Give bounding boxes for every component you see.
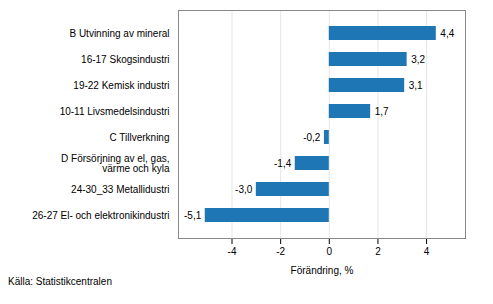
svg-text:-4: -4	[228, 246, 237, 257]
svg-text:3,1: 3,1	[409, 80, 423, 91]
html-text:Källa: Statistikcentralen: Källa: Statistikcentralen	[8, 276, 112, 287]
svg-text:24-30_33 Metallidustri: 24-30_33 Metallidustri	[71, 184, 169, 195]
svg-text:0: 0	[327, 246, 333, 257]
svg-text:26-27 El- och elektronikindust: 26-27 El- och elektronikindustri	[32, 210, 169, 221]
svg-text:1,7: 1,7	[375, 106, 389, 117]
svg-text:4,4: 4,4	[440, 28, 454, 39]
svg-text:Förändring, %: Förändring, %	[291, 265, 354, 276]
svg-text:2: 2	[375, 246, 381, 257]
svg-text:4: 4	[424, 246, 430, 257]
svg-text:B Utvinning av mineral: B Utvinning av mineral	[69, 28, 169, 39]
svg-text:-2: -2	[276, 246, 285, 257]
svg-text:19-22 Kemisk industri: 19-22 Kemisk industri	[73, 80, 169, 91]
svg-text:-1,4: -1,4	[274, 158, 292, 169]
svg-text:16-17 Skogsindustri: 16-17 Skogsindustri	[81, 54, 169, 65]
svg-text:-0,2: -0,2	[303, 132, 321, 143]
svg-text:C Tillverkning: C Tillverkning	[109, 132, 169, 143]
svg-text:D Försörjning av el, gas,värme: D Försörjning av el, gas,värme och kyla	[61, 153, 170, 174]
svg-text:3,2: 3,2	[411, 54, 425, 65]
svg-text:10-11 Livsmedelsindustri: 10-11 Livsmedelsindustri	[60, 106, 170, 117]
svg-text:-5,1: -5,1	[184, 210, 202, 221]
svg-text:-3,0: -3,0	[235, 184, 253, 195]
